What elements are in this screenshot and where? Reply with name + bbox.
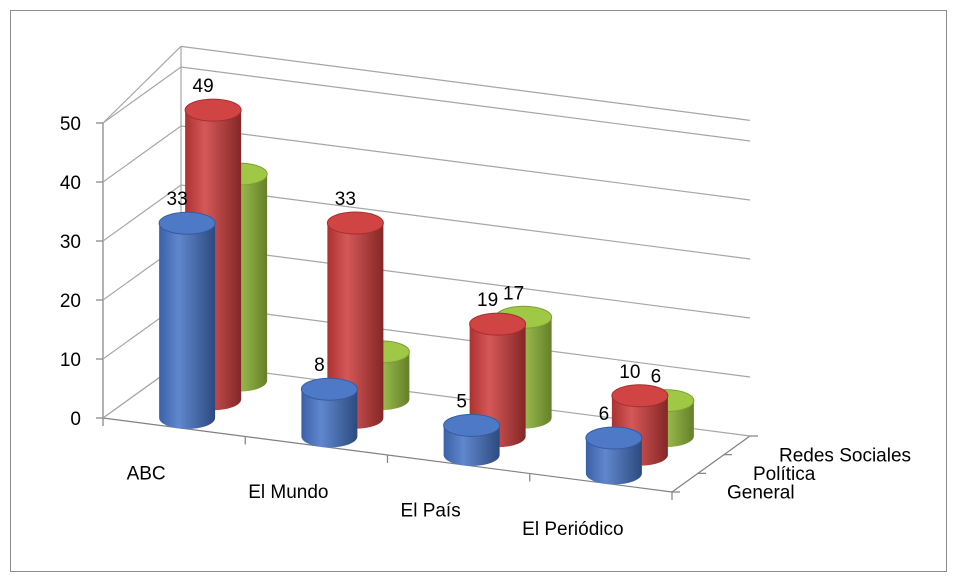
gridline [102,184,751,260]
y-tick-label: 40 [60,173,81,194]
y-tick-label: 10 [60,350,81,371]
bar-top [443,413,501,437]
bar-top [158,211,216,235]
y-tick-label: 0 [70,409,81,430]
data-label: 6 [599,404,610,425]
bar-body [301,389,358,448]
data-label: 33 [167,189,188,210]
bar-body [443,425,500,466]
bar-top [469,312,527,336]
bar-top [585,426,643,450]
bar: 6 [585,404,643,485]
x-axis-categories: ABC El Mundo El País El Periódico [102,418,673,540]
x-category-label: ABC [127,463,166,484]
data-label: 8 [314,355,325,376]
data-label: 17 [503,283,524,304]
bar: 33 [326,189,384,429]
gridline [102,66,751,142]
bar: 33 [158,189,216,429]
bar-body [327,223,384,429]
data-label: 5 [456,391,467,412]
bar-body [159,223,216,429]
data-label: 49 [193,76,214,97]
bar-top [611,384,669,408]
bar-body [585,438,642,485]
back-wall-top-edge [180,45,751,121]
data-label: 6 [651,367,662,388]
bar-top [300,377,358,401]
series-label: Redes Sociales [779,445,911,466]
series-label: General [727,483,795,504]
x-category-label: El Periódico [522,519,623,540]
x-category-label: El Mundo [248,482,328,503]
bar: 8 [300,355,358,448]
depth-axis-line [671,435,751,493]
left-wall-top-edge [102,45,182,124]
bars: 3581764933191033856 [158,76,695,485]
bar-top [184,98,242,122]
y-axis-ticks: 0 10 20 30 40 50 [60,114,103,430]
data-label: 10 [619,362,640,383]
x-category-label: El País [401,500,461,521]
y-tick-label: 50 [60,114,81,135]
y-tick-label: 30 [60,232,81,253]
data-label: 19 [477,290,498,311]
series-label: Política [753,464,816,485]
gridline [102,125,751,201]
data-label: 33 [335,189,356,210]
y-tick-label: 20 [60,291,81,312]
bar-top [326,211,384,235]
bar: 5 [443,391,501,466]
